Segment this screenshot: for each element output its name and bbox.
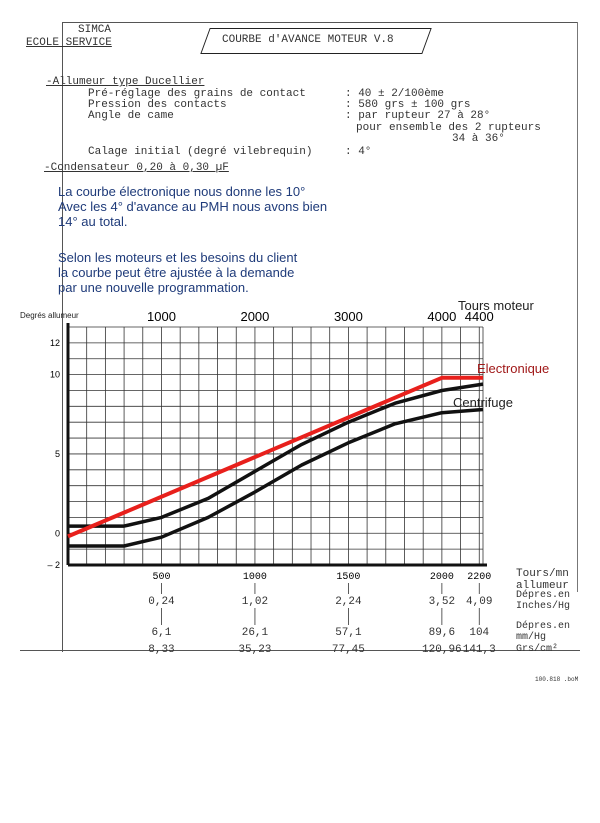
x-top-tick-label: 3000 <box>334 309 363 324</box>
y-tick-label: 0 <box>55 528 60 538</box>
table-row-label-line: Dépres.en <box>516 590 571 601</box>
legend-centrifuge: Centrifuge <box>453 395 513 410</box>
table-cell: 77,45 <box>331 644 365 656</box>
table-cell: 3,52 <box>428 596 456 608</box>
spec-value: : 580 grs ± 100 grs <box>345 99 471 111</box>
frame-left <box>62 22 63 652</box>
spec-label: Angle de came <box>88 110 174 122</box>
table-cell: 2,24 <box>335 596 362 608</box>
condensateur: -Condensateur 0,20 à 0,30 µF <box>44 162 229 174</box>
y-tick-label: – 2 <box>47 560 60 570</box>
x-bottom-axis-label-text: Tours/mn allumeur <box>516 568 569 592</box>
specs-heading: -Allumeur type Ducellier <box>46 76 205 88</box>
table-cell: 6,1 <box>151 627 172 639</box>
table-cell: 8,33 <box>148 644 175 656</box>
spec-value: : 4° <box>345 146 372 158</box>
table-row-label: Dépres.en mm/Hg <box>516 621 570 643</box>
note-line: Selon les moteurs et les besoins du clie… <box>58 250 298 265</box>
x-bottom-tick-label: 1000 <box>243 572 267 583</box>
table-cell: 0,24 <box>148 596 175 608</box>
spec-label: Calage initial (degré vilebrequin) <box>88 146 313 158</box>
x-top-tick-label: 2000 <box>240 309 269 324</box>
spec-value: : 40 ± 2/100ème <box>345 88 445 100</box>
table-row-label: Grs/cm² <box>516 644 558 655</box>
note-line: Avec les 4° d'avance au PMH nous avons b… <box>58 199 328 214</box>
table-cell: 1,02 <box>241 596 269 608</box>
note-paragraph-2: Selon les moteurs et les besoins du clie… <box>58 250 297 295</box>
note-paragraph-1: La courbe électronique nous donne les 10… <box>58 184 327 229</box>
table-row-label-line: Dépres.en <box>516 621 571 632</box>
table-row-label-line: Inches/Hg <box>516 601 571 612</box>
table-cell: 120,96 <box>422 644 462 656</box>
document-title: COURBE d'AVANCE MOTEUR V.8 <box>222 34 394 46</box>
table-cell: 57,1 <box>335 627 362 639</box>
frame-top <box>62 22 578 23</box>
table-cell: 35,23 <box>238 644 272 656</box>
frame-right <box>577 22 578 592</box>
series-centrifuge-lower <box>68 407 484 548</box>
y-tick-label: 12 <box>50 338 60 348</box>
x-bottom-axis-label: Tours/mn allumeur <box>516 568 578 592</box>
x-top-axis-label: Tours moteur <box>458 298 534 313</box>
x-top-tick-label: 4400 <box>465 309 494 324</box>
org-name: SIMCA <box>78 24 112 36</box>
series-electronique <box>67 375 483 539</box>
footer-code: 100.818 .boM <box>535 676 579 683</box>
table-row-label-line: mm/Hg <box>516 632 547 643</box>
y-axis-label: Degrés allumeur <box>20 311 79 320</box>
spec-value: : par rupteur 27 à 28° <box>345 110 491 122</box>
series-centrifuge-upper <box>68 382 484 528</box>
note-line: 14° au total. <box>58 214 128 229</box>
table-cell: 4,09 <box>466 596 493 608</box>
table-cell: 104 <box>469 627 490 639</box>
x-bottom-tick-label: 1500 <box>336 572 360 583</box>
spec-label: Pression des contacts <box>88 99 227 111</box>
table-cell: 89,6 <box>428 627 456 639</box>
org-department: ECOLE SERVICE <box>26 37 112 49</box>
x-bottom-tick-label: 2200 <box>467 572 491 583</box>
note-line: La courbe électronique nous donne les 10… <box>58 184 306 199</box>
x-top-tick-label: 4000 <box>427 309 456 324</box>
spec-value: pour ensemble des 2 rupteurs <box>356 122 541 134</box>
spec-value: 34 à 36° <box>452 133 505 145</box>
x-bottom-tick-label: 2000 <box>430 572 454 583</box>
table-row-label: Dépres.en Inches/Hg <box>516 590 570 612</box>
x-bottom-tick-label: 500 <box>152 572 170 583</box>
note-line: la courbe peut être ajustée à la demande <box>58 265 295 280</box>
spec-label: Pré-réglage des grains de contact <box>88 88 306 100</box>
table-cell: 26,1 <box>241 627 269 639</box>
frame-bottom <box>20 650 580 651</box>
note-line: par une nouvelle programmation. <box>58 280 249 295</box>
table-row-label-line: Grs/cm² <box>516 644 559 655</box>
y-tick-label: 5 <box>55 449 60 459</box>
table-cell: 141,3 <box>462 644 496 656</box>
y-tick-label: 10 <box>50 370 60 380</box>
legend-electronique: Electronique <box>477 361 550 376</box>
x-top-tick-label: 1000 <box>147 309 176 324</box>
